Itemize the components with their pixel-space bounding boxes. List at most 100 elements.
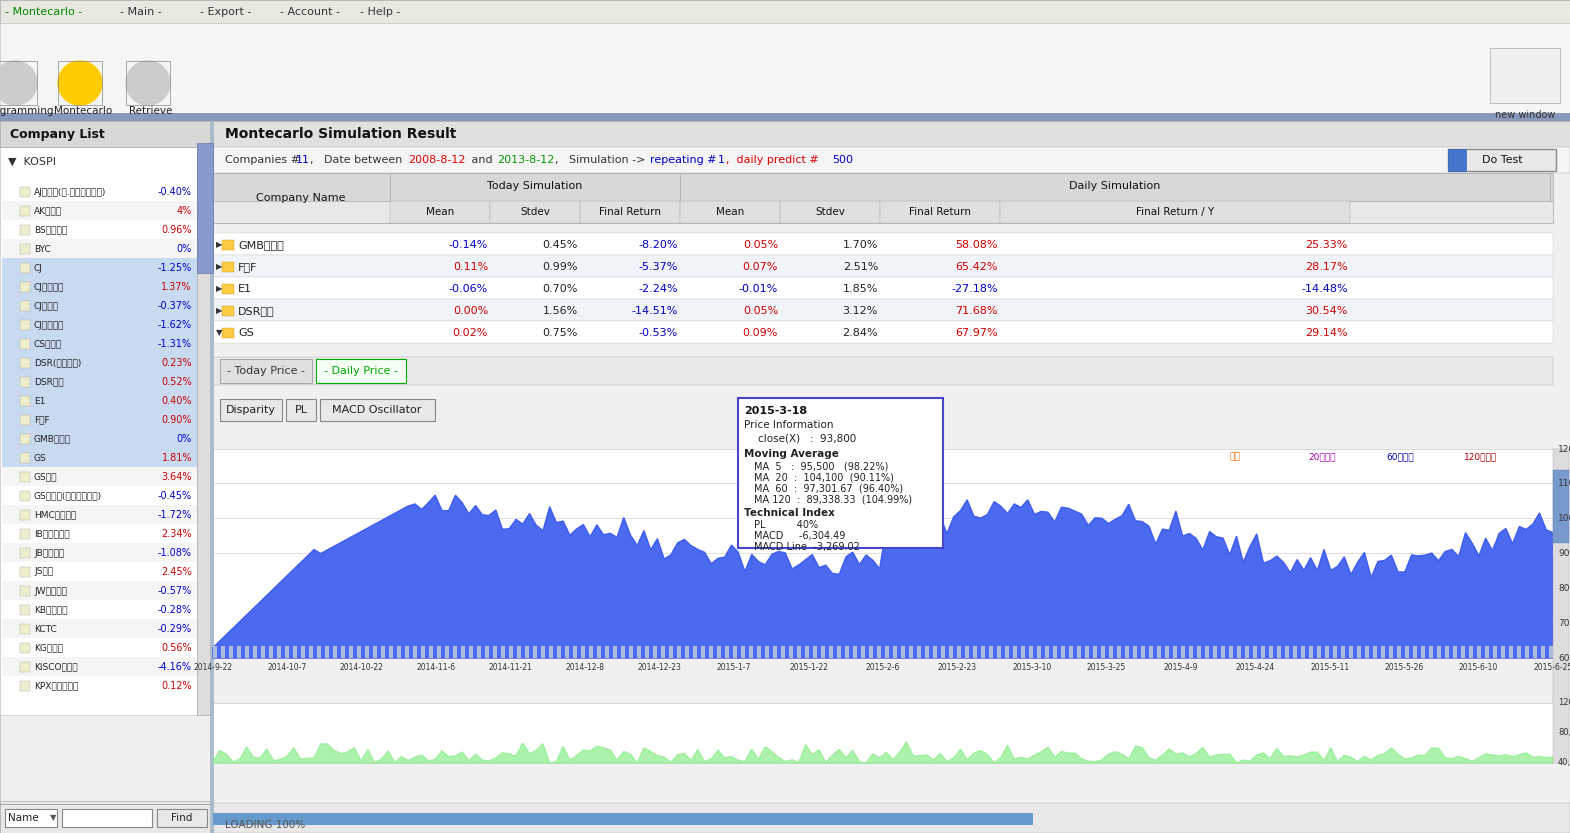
Text: Mean: Mean	[716, 207, 744, 217]
Text: GS: GS	[239, 328, 254, 338]
Bar	[925, 646, 929, 658]
Bar	[276, 646, 281, 658]
Bar	[2, 296, 196, 315]
Text: BS금융지주: BS금융지주	[35, 226, 68, 235]
Text: 25.33%: 25.33%	[1306, 240, 1349, 250]
Text: E1: E1	[35, 397, 46, 406]
Bar	[214, 357, 1553, 385]
Text: Disparity: Disparity	[226, 405, 276, 415]
Text: 120이평선: 120이평선	[1463, 452, 1498, 461]
Bar	[1553, 470, 1568, 543]
Bar	[20, 320, 30, 330]
Bar	[1046, 646, 1049, 658]
Text: - Today Price -: - Today Price -	[228, 366, 305, 376]
Text: Stdev: Stdev	[520, 207, 550, 217]
Bar	[214, 121, 1570, 833]
Text: 29.14%: 29.14%	[1305, 328, 1349, 338]
Bar	[301, 646, 305, 658]
Bar	[20, 681, 30, 691]
Bar	[885, 646, 889, 658]
Bar	[717, 646, 721, 658]
Bar	[757, 646, 761, 658]
Bar	[532, 646, 537, 658]
Bar	[1229, 646, 1232, 658]
Text: -14.48%: -14.48%	[1302, 284, 1349, 294]
Text: MA  60  :  97,301.67  (96.40%): MA 60 : 97,301.67 (96.40%)	[754, 483, 903, 493]
Bar	[772, 646, 777, 658]
Bar	[2, 505, 196, 524]
Bar	[261, 646, 265, 658]
Text: ▶: ▶	[217, 307, 223, 316]
Bar	[221, 328, 234, 338]
Bar	[61, 809, 152, 827]
Text: 70,000: 70,000	[1557, 619, 1570, 628]
Bar	[1276, 646, 1281, 658]
Bar	[1356, 646, 1361, 658]
Polygon shape	[214, 495, 1553, 658]
Circle shape	[0, 61, 38, 105]
Bar	[341, 646, 345, 658]
Bar	[2, 524, 196, 543]
Text: 2014-11-6: 2014-11-6	[416, 664, 455, 672]
Text: F앤F: F앤F	[35, 416, 50, 425]
Bar	[397, 646, 400, 658]
Text: -5.37%: -5.37%	[639, 262, 678, 272]
Bar	[680, 201, 780, 223]
Bar	[837, 646, 842, 658]
Bar	[597, 646, 601, 658]
Bar	[20, 491, 30, 501]
Bar	[1553, 449, 1568, 763]
Bar	[1462, 646, 1465, 658]
Bar	[604, 646, 609, 658]
Text: 1: 1	[717, 155, 725, 165]
Bar	[989, 646, 992, 658]
Bar	[1077, 646, 1082, 658]
Bar	[493, 646, 498, 658]
Text: Final Return / Y: Final Return / Y	[1135, 207, 1214, 217]
Bar	[214, 803, 1570, 833]
Bar	[1221, 646, 1225, 658]
Bar	[878, 646, 881, 658]
Text: IB웰드와이트: IB웰드와이트	[35, 530, 69, 538]
Bar	[462, 646, 465, 658]
Text: MACD     -6,304.49: MACD -6,304.49	[754, 531, 845, 541]
Bar	[2, 258, 196, 277]
Text: 2015-1-22: 2015-1-22	[790, 664, 827, 672]
Bar	[1448, 149, 1556, 171]
Text: ▼: ▼	[50, 814, 57, 822]
Bar	[490, 201, 579, 223]
Text: CJ: CJ	[35, 263, 42, 272]
Bar	[20, 282, 30, 292]
Text: 2015-4-24: 2015-4-24	[1236, 664, 1275, 672]
Text: 2015-5-11: 2015-5-11	[1309, 664, 1349, 672]
Bar	[1477, 646, 1481, 658]
Text: close(X)   :  93,800: close(X) : 93,800	[758, 433, 856, 443]
Bar	[20, 434, 30, 444]
Text: - Help -: - Help -	[360, 7, 400, 17]
Bar	[2, 391, 196, 410]
Text: -1.72%: -1.72%	[157, 510, 192, 520]
Text: Final Return: Final Return	[909, 207, 970, 217]
Circle shape	[58, 61, 102, 105]
Bar	[20, 187, 30, 197]
Text: 0.11%: 0.11%	[452, 262, 488, 272]
Bar	[20, 605, 30, 615]
Bar	[20, 396, 30, 406]
Bar	[20, 263, 30, 273]
Text: CJ씨지비이: CJ씨지비이	[35, 282, 64, 292]
Text: ▼: ▼	[217, 328, 223, 337]
Bar	[1061, 646, 1064, 658]
Bar	[1364, 646, 1369, 658]
Text: 0%: 0%	[177, 434, 192, 444]
Bar	[421, 646, 425, 658]
Bar	[1214, 646, 1217, 658]
Text: ▶: ▶	[217, 285, 223, 293]
Bar	[436, 646, 441, 658]
Text: 1.85%: 1.85%	[843, 284, 878, 294]
Bar	[20, 643, 30, 653]
Text: 65.42%: 65.42%	[956, 262, 999, 272]
Bar	[550, 646, 553, 658]
Bar	[1448, 149, 1466, 171]
Text: 0.75%: 0.75%	[543, 328, 578, 338]
Text: Moving Average: Moving Average	[744, 449, 838, 459]
